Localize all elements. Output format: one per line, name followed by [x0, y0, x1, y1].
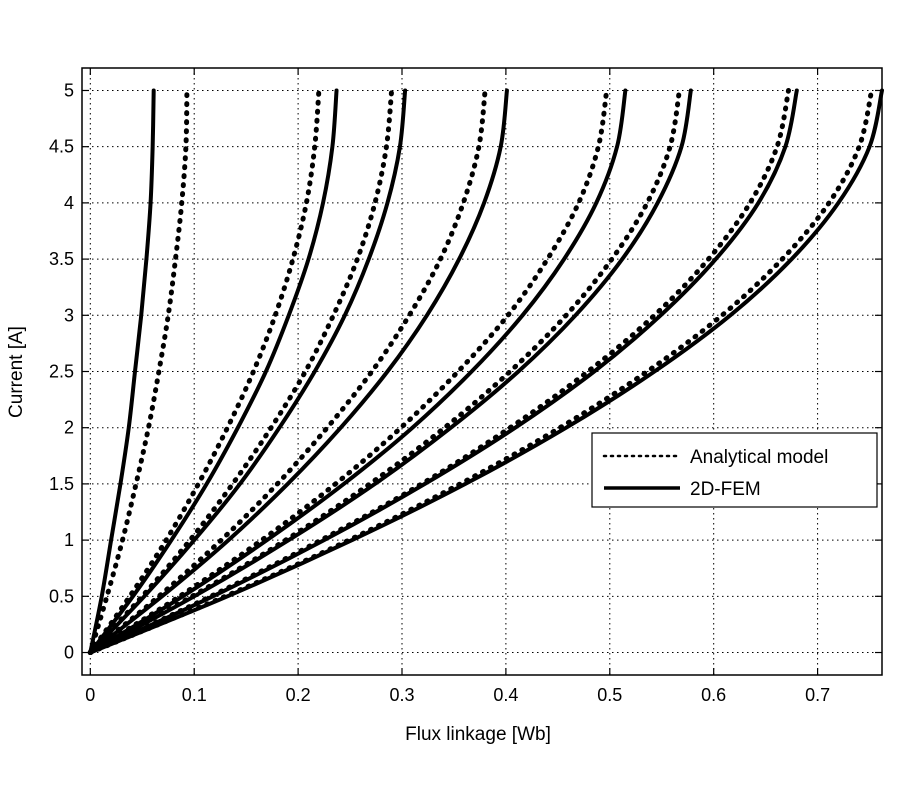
y-tick-label: 2 [64, 418, 74, 438]
x-tick-label: 0.4 [493, 685, 518, 705]
y-tick-label: 4.5 [49, 137, 74, 157]
x-tick-label: 0.5 [597, 685, 622, 705]
x-tick-label: 0 [85, 685, 95, 705]
legend-label-fem: 2D-FEM [690, 479, 761, 500]
analytical-curve-7 [87, 87, 791, 656]
analytical-curve-1 [87, 87, 190, 656]
x-tick-label: 0.7 [805, 685, 830, 705]
fem-curve-2 [88, 88, 339, 655]
fem-curve-3 [88, 88, 408, 655]
y-tick-label: 3 [64, 305, 74, 325]
x-tick-label: 0.1 [182, 685, 207, 705]
ticks: 0 0.1 0.2 0.3 0.4 0.5 0.6 0.7 0 0.5 1 1.5 2 2.5 3 3.5 4 4… [49, 68, 882, 705]
fem-curve-6 [88, 88, 693, 655]
fem-curve-4 [88, 88, 509, 655]
fem-curve-1 [88, 88, 156, 655]
y-axis-label: Current [A] [6, 326, 27, 418]
analytical-curve-5 [87, 87, 610, 656]
y-tick-label: 4 [64, 193, 74, 213]
analytical-curve-8 [87, 87, 875, 656]
legend: Analytical model 2D-FEM [591, 432, 878, 508]
y-tick-label: 0.5 [49, 586, 74, 606]
legend-label-analytical: Analytical model [690, 447, 828, 468]
fem-curve-8 [88, 88, 884, 655]
fem-curve-5 [88, 88, 628, 655]
series-group [87, 87, 884, 656]
legend-box [591, 432, 878, 508]
analytical-curve-2 [87, 87, 322, 656]
y-tick-label: 1 [64, 530, 74, 550]
x-tick-label: 0.6 [701, 685, 726, 705]
analytical-curve-3 [87, 87, 395, 656]
y-tick-label: 3.5 [49, 249, 74, 269]
analytical-curve-4 [87, 87, 488, 656]
x-tick-label: 0.2 [286, 685, 311, 705]
y-tick-label: 2.5 [49, 362, 74, 382]
x-tick-label: 0.3 [389, 685, 414, 705]
y-tick-label: 0 [64, 643, 74, 663]
y-tick-label: 1.5 [49, 474, 74, 494]
y-tick-label: 5 [64, 80, 74, 100]
x-axis-label: Flux linkage [Wb] [405, 724, 551, 745]
fem-curve-7 [88, 88, 799, 655]
